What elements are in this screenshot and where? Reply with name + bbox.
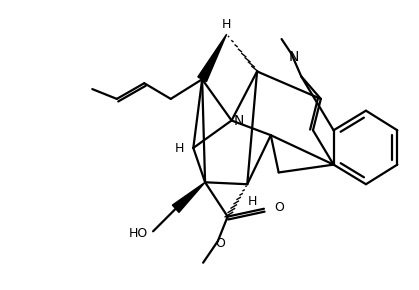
Text: O: O xyxy=(275,201,285,214)
Text: N: N xyxy=(233,115,244,128)
Text: O: O xyxy=(215,237,225,250)
Polygon shape xyxy=(198,34,227,81)
Polygon shape xyxy=(172,182,205,212)
Text: H: H xyxy=(175,142,184,155)
Text: H: H xyxy=(222,18,231,31)
Text: N: N xyxy=(288,50,299,64)
Text: HO: HO xyxy=(129,227,148,240)
Text: H: H xyxy=(248,195,257,209)
